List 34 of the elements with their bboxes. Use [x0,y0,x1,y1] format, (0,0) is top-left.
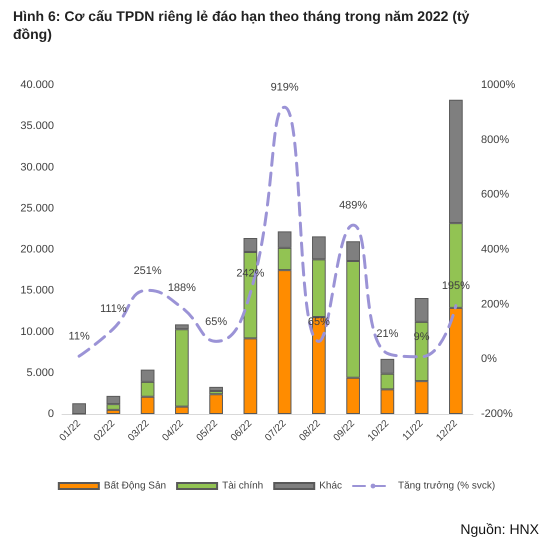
data-label: 919% [270,82,299,94]
y-tick-label: 40.000 [20,79,54,91]
bar [72,403,86,414]
text: Nguồn: HNX [460,521,540,537]
data-label: 489% [339,200,368,212]
y-tick-label: 5.000 [26,366,54,379]
data-label: 21% [376,328,399,340]
y-tick-label: 30.000 [20,161,54,174]
legend-label: Tài chính [222,480,264,492]
data-label: 188% [168,282,196,294]
y-tick-label: 0 [48,408,54,420]
y2-tick-label: 200% [481,298,510,310]
y-tick-label: 15.000 [20,284,54,297]
legend-label: Tăng trưởng (% svck) [398,480,496,492]
y-tick-label: 20.000 [20,244,54,256]
chart-title: Hình 6: Cơ cấu TPDN riêng lẻ đáo hạn theo tháng trong năm 2022 (tỷ đồng) [13,8,474,42]
y-tick-label: 10.000 [20,326,54,338]
legend-label: Bất Động Sản [104,480,166,492]
y2-tick-label: 800% [481,134,510,146]
data-label: 242% [236,267,265,280]
bar [209,386,223,391]
y2-tick-label: 1000% [481,79,516,91]
y2-tick-label: -200% [481,408,514,420]
y-tick-label: 35.000 [20,120,54,132]
data-label: 251% [134,264,162,277]
y2-tick-label: 600% [481,188,510,201]
y-tick-label: 25.000 [20,202,54,214]
y2-tick-label: 0% [481,353,498,366]
legend-label: Khác [319,480,342,492]
data-label: 65% [205,316,228,328]
y2-tick-label: 400% [481,244,510,256]
bar [209,394,223,414]
data-label: 195% [442,280,470,292]
data-label: 11% [68,330,90,343]
